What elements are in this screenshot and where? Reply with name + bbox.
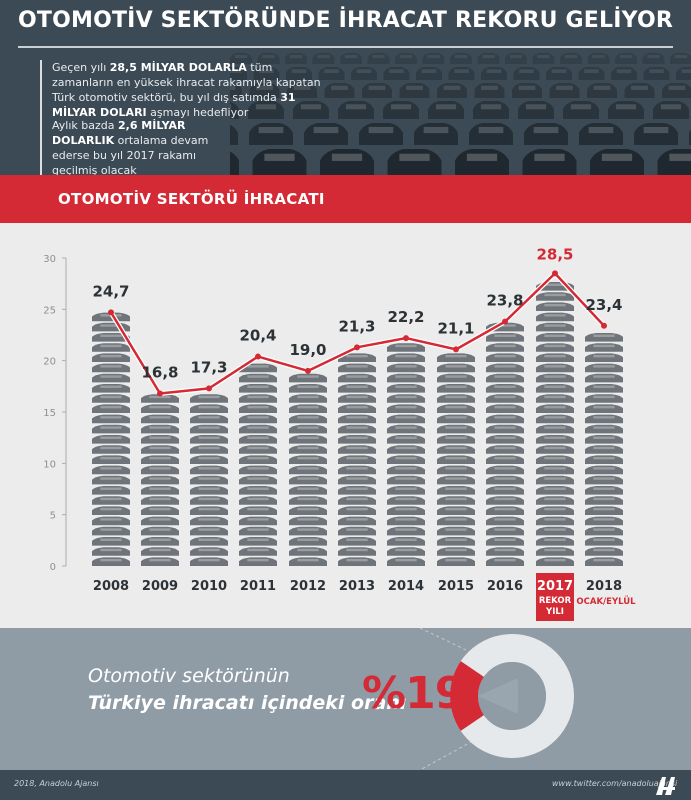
point-2015 bbox=[453, 346, 459, 353]
bar-2009 bbox=[141, 394, 179, 566]
x-tick-label: 2015 bbox=[438, 579, 474, 594]
x-tick-label: 2013 bbox=[339, 579, 375, 594]
value-label-2014: 22,2 bbox=[387, 308, 424, 326]
intro-text: tüm zamanların en yüksek ihracat rakamıy… bbox=[52, 61, 321, 104]
record-note: YILI bbox=[545, 607, 564, 617]
y-tick-label: 10 bbox=[43, 459, 56, 470]
intro-text: ortalama devam ederse bu yıl 2017 rakamı… bbox=[52, 134, 209, 175]
x-tick-label: 2017 bbox=[537, 579, 573, 594]
point-2013 bbox=[354, 344, 360, 351]
intro-text: aşmayı hedefliyor bbox=[146, 106, 249, 119]
y-tick-label: 15 bbox=[43, 408, 56, 419]
section-title: OTOMOTİV SEKTÖRÜ İHRACATI bbox=[58, 190, 325, 208]
value-label-2018: 23,4 bbox=[585, 296, 622, 314]
intro-highlight: 28,5 MİLYAR DOLARLA bbox=[109, 61, 247, 74]
x-tick-label: 2011 bbox=[240, 579, 276, 594]
record-year-badge bbox=[536, 573, 574, 621]
value-label-2017: 28,5 bbox=[536, 245, 573, 263]
bar-2011 bbox=[239, 363, 277, 566]
intro-text: Geçen yılı bbox=[52, 61, 110, 74]
bar-2016 bbox=[486, 322, 524, 566]
export-chart: 0 5 10 15 20 25 30 24,7 16,8 17,3 20,4 19,0 21,3 22,2… bbox=[43, 245, 636, 621]
y-tick-label: 20 bbox=[43, 357, 56, 368]
y-tick-label: 0 bbox=[50, 562, 56, 573]
value-label-2011: 20,4 bbox=[239, 327, 276, 345]
footer bbox=[0, 770, 691, 800]
guide-line bbox=[419, 723, 505, 770]
share-caption-line1: Otomotiv sektörünün bbox=[88, 665, 290, 687]
x-tick-label: 2018 bbox=[586, 579, 622, 594]
donut-pointer bbox=[478, 678, 518, 714]
bar-2015 bbox=[437, 353, 475, 566]
section-band bbox=[0, 175, 691, 223]
page-title: OTOMOTİV SEKTÖRÜNDE İHRACAT REKORU GELİY… bbox=[17, 8, 674, 33]
point-2018 bbox=[601, 322, 607, 329]
y-tick-label: 30 bbox=[43, 254, 56, 265]
point-2011 bbox=[255, 353, 261, 360]
value-label-2015: 21,1 bbox=[437, 319, 474, 337]
intro-highlight: 31 MİLYAR DOLARI bbox=[52, 91, 296, 119]
x-tick-label: 2009 bbox=[142, 579, 178, 594]
bar-2014 bbox=[387, 343, 425, 566]
partial-year-note: OCAK/EYLÜL bbox=[576, 596, 636, 607]
x-tick-label: 2010 bbox=[191, 579, 227, 594]
title-divider bbox=[18, 46, 673, 48]
share-caption-line2: Türkiye ihracatı içindeki oranı bbox=[88, 692, 407, 714]
bar-2010 bbox=[190, 394, 228, 566]
bar-2017 bbox=[536, 282, 574, 566]
bar-2012 bbox=[289, 373, 327, 566]
aa-logo-icon bbox=[656, 777, 675, 795]
value-label-2013: 21,3 bbox=[338, 317, 375, 335]
record-note: REKOR bbox=[539, 596, 572, 606]
x-tick-label: 2014 bbox=[388, 579, 424, 594]
y-tick-label: 25 bbox=[43, 305, 56, 316]
footer-twitter-link[interactable]: www.twitter.com/anadoluajansi bbox=[552, 779, 678, 788]
car-crowd-icon bbox=[230, 53, 691, 175]
x-tick-label: 2008 bbox=[93, 579, 129, 594]
point-2010 bbox=[206, 385, 212, 392]
donut-share bbox=[450, 661, 484, 731]
point-2009 bbox=[157, 390, 163, 397]
value-label-2012: 19,0 bbox=[289, 341, 326, 359]
point-2008 bbox=[108, 309, 114, 316]
intro-paragraph-2: Aylık bazda 2,6 MİLYAR DOLARLIK ortalama… bbox=[40, 118, 240, 175]
point-2016 bbox=[502, 318, 508, 325]
footer-credit: 2018, Anadolu Ajansı bbox=[14, 779, 99, 788]
bar-2013 bbox=[338, 353, 376, 566]
value-label-2009: 16,8 bbox=[141, 364, 178, 382]
point-2014 bbox=[403, 335, 409, 342]
x-tick-label: 2016 bbox=[487, 579, 523, 594]
bar-2008 bbox=[92, 312, 130, 566]
point-2017 bbox=[552, 270, 558, 277]
share-donut-chart bbox=[419, 628, 574, 770]
header: OTOMOTİV SEKTÖRÜNDE İHRACAT REKORU GELİY… bbox=[0, 0, 691, 175]
intro-text: Aylık bazda bbox=[52, 119, 118, 132]
point-2012 bbox=[305, 367, 311, 374]
x-tick-label: 2012 bbox=[290, 579, 326, 594]
bar-2018 bbox=[585, 333, 623, 566]
value-label-2016: 23,8 bbox=[486, 292, 523, 310]
value-label-2008: 24,7 bbox=[92, 282, 129, 300]
intro-highlight: 2,6 MİLYAR DOLARLIK bbox=[52, 119, 186, 147]
intro-paragraph-1: Geçen yılı 28,5 MİLYAR DOLARLA tüm zaman… bbox=[40, 60, 330, 120]
share-percent: %19 bbox=[362, 668, 465, 719]
y-tick-label: 5 bbox=[50, 511, 56, 522]
share-panel bbox=[0, 628, 691, 770]
value-label-2010: 17,3 bbox=[190, 358, 227, 376]
